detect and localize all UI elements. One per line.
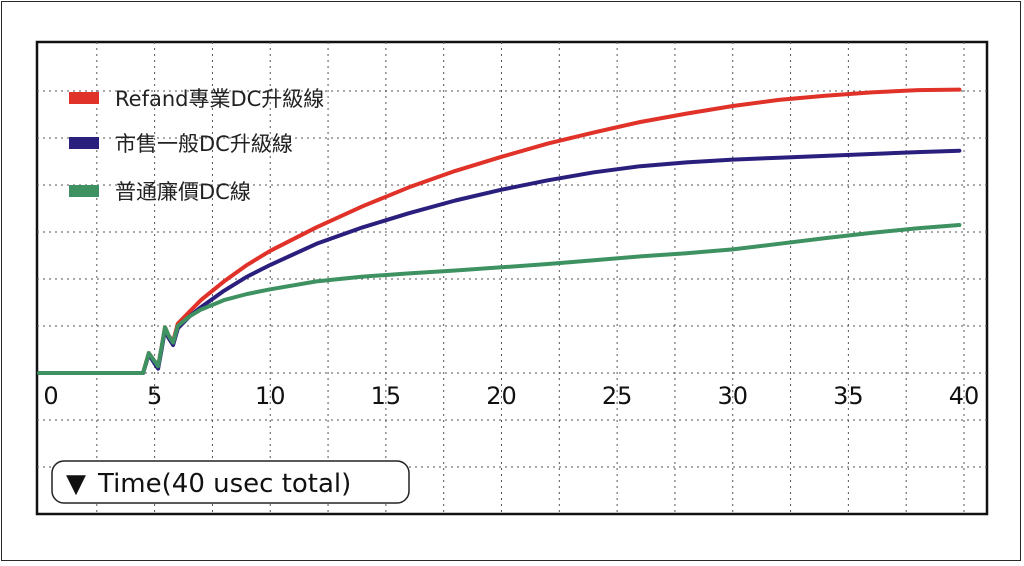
- grid: [37, 42, 987, 514]
- legend-label: 市售一般DC升級線: [115, 132, 293, 156]
- x-tick-label: 5: [147, 382, 162, 410]
- x-axis-label-badge: ▼ Time(40 usec total): [51, 460, 410, 504]
- x-axis-label-box: [51, 460, 410, 504]
- series-line-3: [37, 223, 962, 375]
- x-axis-label: Time(40 usec total): [97, 469, 351, 499]
- down-triangle-icon: ▼: [66, 469, 86, 499]
- legend-label: 普通廉價DC線: [115, 180, 251, 204]
- legend-label: Refand專業DC升級線: [115, 87, 324, 111]
- x-tick-label: 10: [255, 382, 286, 410]
- x-tick-label: 30: [717, 382, 748, 410]
- legend-swatch: [69, 137, 99, 149]
- x-tick-label: 20: [486, 382, 517, 410]
- legend-swatch: [69, 185, 99, 197]
- x-tick-label: 15: [371, 382, 402, 410]
- legend-swatch: [69, 92, 99, 104]
- x-tick-label: 0: [43, 382, 58, 410]
- x-tick-label: 35: [833, 382, 864, 410]
- x-tick-label: 40: [949, 382, 980, 410]
- series-lines: [37, 87, 962, 375]
- plot-area: [35, 40, 989, 516]
- x-tick-labels: 0 5 10 15 20 25 30 35 40: [43, 382, 979, 410]
- x-tick-label: 25: [602, 382, 633, 410]
